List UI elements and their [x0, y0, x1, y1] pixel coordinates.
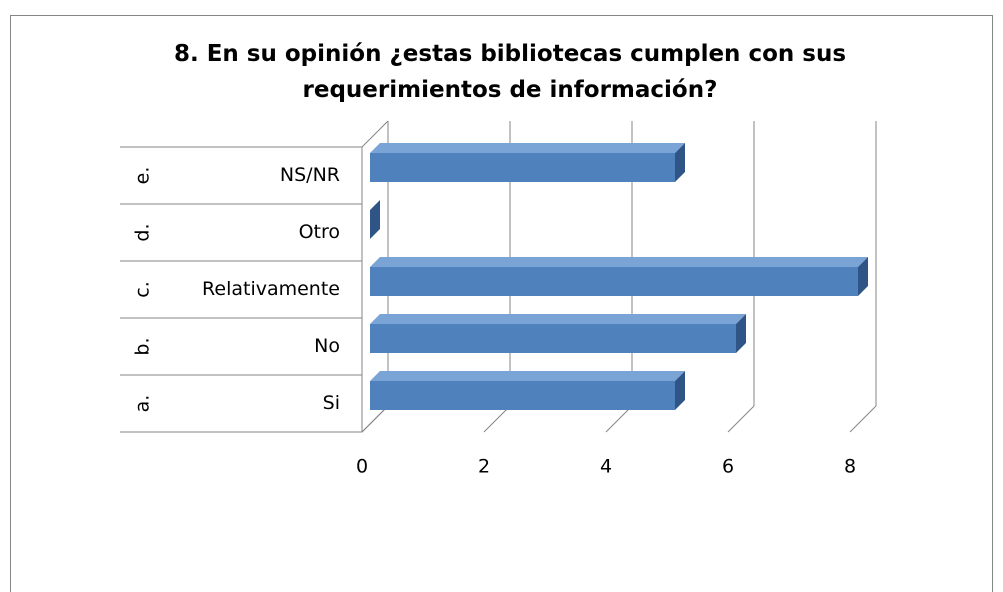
bar-top: [370, 257, 868, 267]
y-group-label: b.: [132, 337, 154, 355]
y-group-label: d.: [132, 223, 154, 241]
bar: [370, 381, 675, 410]
bar-side: [675, 371, 685, 410]
x-tick-label: 0: [356, 456, 368, 478]
floor-tick: [361, 405, 389, 433]
x-tick-label: 2: [478, 456, 490, 478]
bar-top: [370, 143, 685, 153]
x-tick-label: 6: [722, 456, 734, 478]
floor-tick: [849, 405, 877, 433]
x-tick-label: 8: [844, 456, 856, 478]
y-tick-label: Otro: [299, 221, 340, 243]
floor-tick: [727, 405, 755, 433]
y-tick-label: No: [314, 335, 340, 357]
y-group-label: e.: [132, 167, 154, 185]
y-tick-label: Si: [323, 392, 340, 414]
bar: [370, 324, 736, 353]
chart-border: [10, 15, 993, 592]
floor-tick: [483, 405, 511, 433]
bar-side: [370, 200, 380, 239]
bar: [370, 153, 675, 182]
floor-tick: [605, 405, 633, 433]
axis-line: [361, 120, 389, 148]
bar-side: [736, 314, 746, 353]
x-tick-label: 4: [600, 456, 612, 478]
y-tick-label: NS/NR: [280, 164, 340, 186]
bar-top: [370, 371, 685, 381]
bar-side: [858, 257, 868, 296]
y-group-label: a.: [132, 395, 154, 413]
bar: [370, 267, 858, 296]
bar-side: [675, 143, 685, 182]
bar-top: [370, 314, 746, 324]
y-group-label: c.: [132, 281, 154, 298]
y-tick-label: Relativamente: [202, 278, 340, 300]
chart-title: 8. En su opinión ¿estas bibliotecas cump…: [173, 41, 847, 103]
